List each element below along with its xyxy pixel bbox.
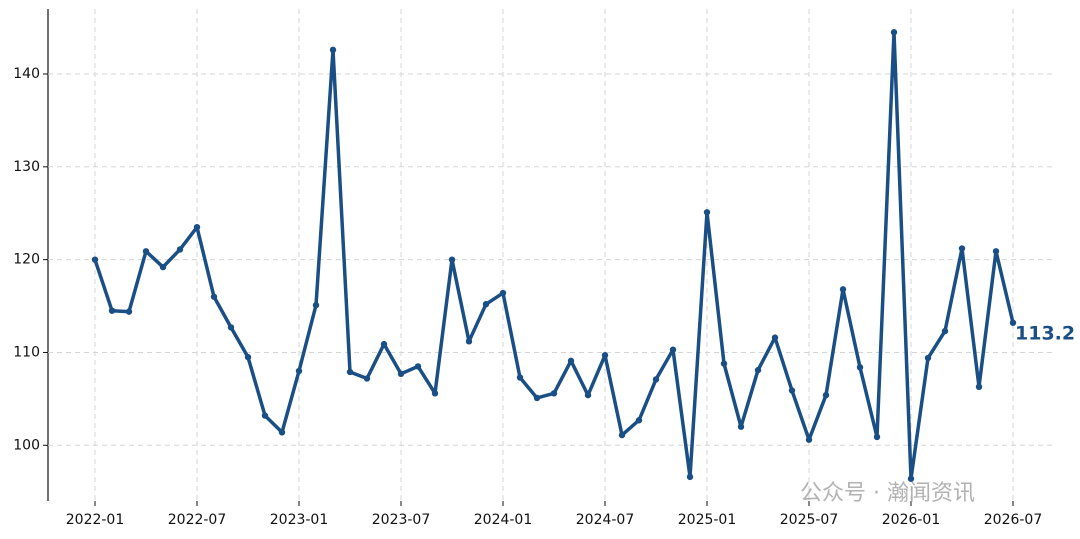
x-tick-label: 2026-07 [984, 512, 1043, 528]
y-tick-label: 110 [13, 344, 40, 360]
point [1009, 319, 1017, 326]
point [142, 248, 150, 255]
point [227, 324, 235, 331]
point [652, 376, 660, 383]
point [159, 263, 167, 271]
point [771, 334, 779, 341]
x-tick-label: 2023-07 [372, 512, 431, 528]
point [346, 368, 354, 376]
point [754, 366, 762, 374]
x-tick-label: 2023-01 [270, 512, 329, 528]
point [261, 412, 269, 419]
point [312, 301, 320, 309]
x-tick-label: 2022-01 [66, 512, 125, 528]
point [499, 289, 507, 297]
point [737, 423, 745, 430]
x-tick-label: 2022-07 [168, 512, 227, 528]
point [363, 375, 371, 382]
point [788, 387, 796, 394]
point [397, 370, 405, 378]
point [822, 391, 830, 399]
point [703, 209, 711, 216]
point [635, 417, 643, 424]
watermark: 公众号 · 瀚闻资讯 [800, 481, 975, 506]
point [533, 394, 541, 402]
point [975, 383, 983, 391]
point [210, 293, 218, 300]
point [465, 338, 473, 345]
point [686, 473, 694, 481]
point [601, 352, 609, 359]
point [856, 364, 864, 371]
x-tick-label: 2026-01 [882, 512, 941, 528]
x-tick-label: 2025-01 [678, 512, 737, 528]
y-tick-label: 120 [13, 252, 40, 268]
point [839, 286, 847, 293]
x-tick-label: 2025-07 [780, 512, 839, 528]
point [805, 436, 813, 443]
point [482, 301, 490, 308]
y-tick-label: 140 [13, 66, 40, 82]
point [125, 308, 133, 315]
x-tick-label: 2024-01 [474, 512, 533, 528]
point [91, 256, 99, 263]
y-tick-label: 100 [13, 437, 40, 453]
point [567, 357, 575, 365]
point [720, 360, 728, 367]
point [924, 354, 932, 362]
point [176, 246, 184, 253]
point [193, 223, 201, 231]
point [295, 367, 303, 375]
point [278, 429, 286, 436]
point [448, 256, 456, 263]
point [907, 475, 915, 482]
point [992, 248, 1000, 255]
point [414, 363, 422, 370]
point [890, 29, 898, 36]
point [108, 307, 116, 314]
point [941, 327, 949, 335]
point [516, 374, 524, 381]
value-label: 113.2 [1015, 322, 1075, 344]
point [380, 340, 388, 348]
y-tick-label: 130 [13, 159, 40, 175]
point [669, 346, 677, 353]
point [244, 353, 252, 361]
x-tick-label: 2024-07 [576, 512, 635, 528]
point [431, 390, 439, 397]
point [873, 433, 881, 441]
point [958, 245, 966, 252]
line [93, 30, 1015, 481]
point [329, 46, 337, 54]
point [550, 390, 558, 397]
point [618, 431, 626, 439]
point [584, 391, 592, 399]
